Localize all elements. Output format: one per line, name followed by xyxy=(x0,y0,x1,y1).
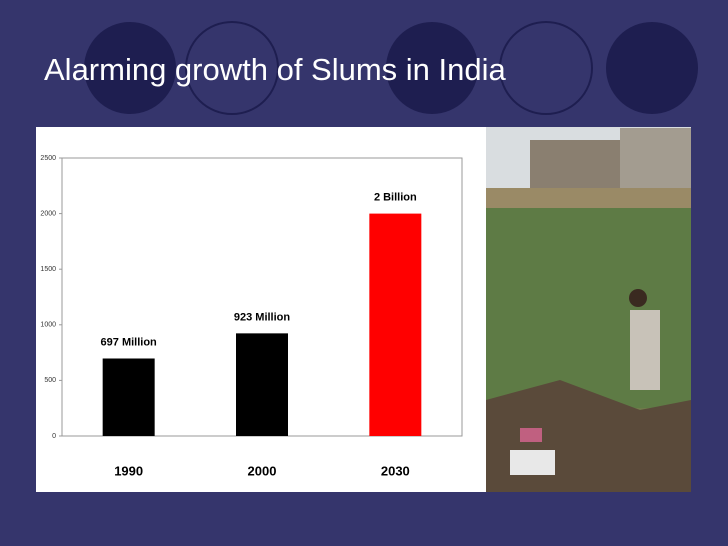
photo-figure-head xyxy=(629,289,647,307)
x-tick-label: 2000 xyxy=(248,463,277,478)
y-tick-label: 500 xyxy=(44,377,56,384)
slide-title: Alarming growth of Slums in India xyxy=(44,52,507,87)
bar xyxy=(102,358,155,436)
y-tick-label: 1000 xyxy=(40,322,56,329)
y-tick-label: 2000 xyxy=(40,210,56,217)
value-label: 923 Million xyxy=(234,311,291,323)
bar xyxy=(369,213,422,436)
circle xyxy=(499,21,593,115)
photo-building xyxy=(530,140,620,190)
photo-bank xyxy=(486,188,691,208)
x-tick-label: 1990 xyxy=(114,463,143,478)
photo-building xyxy=(620,128,691,190)
value-label: 2 Billion xyxy=(374,192,417,204)
photo-trash xyxy=(510,450,555,475)
circle xyxy=(185,21,279,115)
photo xyxy=(486,127,691,492)
circle xyxy=(84,22,176,114)
decor-circles xyxy=(84,21,698,115)
y-tick-label: 0 xyxy=(52,433,56,440)
photo-figure xyxy=(630,310,660,390)
photo-water xyxy=(486,208,691,408)
y-tick-label: 1500 xyxy=(40,266,56,273)
x-tick-label: 2030 xyxy=(381,463,410,478)
circle xyxy=(606,22,698,114)
y-tick-label: 2500 xyxy=(40,155,56,162)
circle xyxy=(386,22,478,114)
value-label: 697 Million xyxy=(101,336,158,348)
photo-trash xyxy=(520,428,542,442)
bar xyxy=(236,333,288,436)
